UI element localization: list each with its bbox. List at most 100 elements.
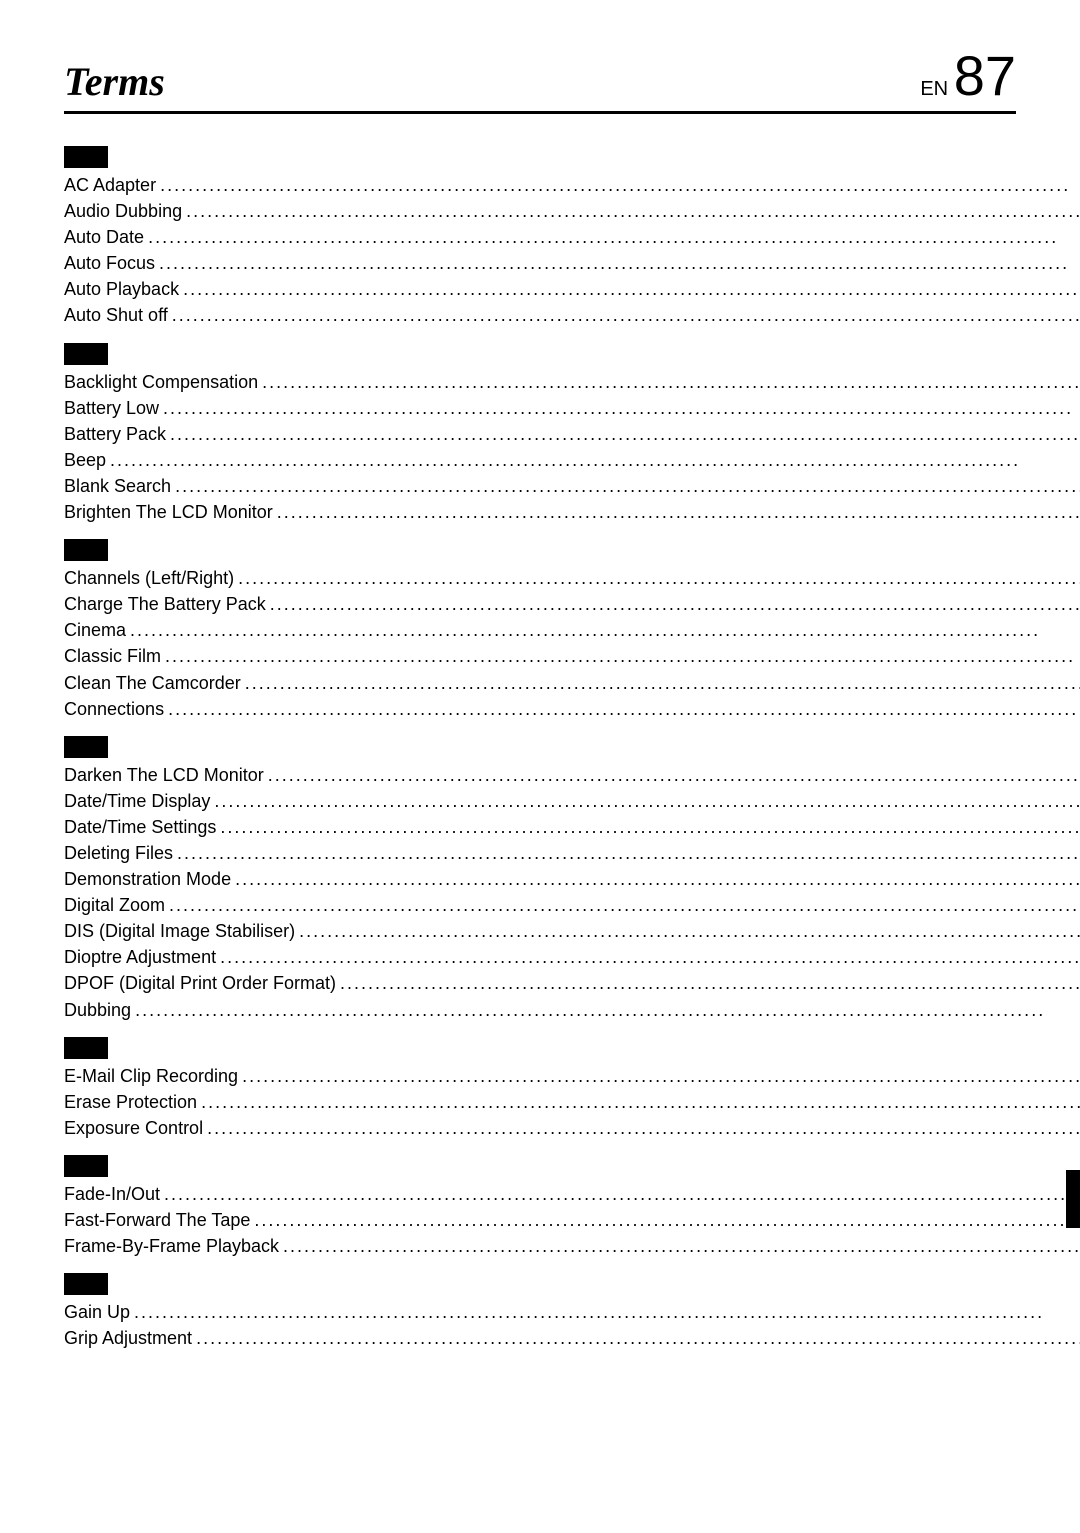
index-term: Deleting Files: [64, 840, 173, 866]
index-row: Battery Packpg. 8, 9, 75: [64, 421, 1080, 447]
dot-leader: [110, 447, 1080, 473]
index-term: Frame-By-Frame Playback: [64, 1233, 279, 1259]
dot-leader: [135, 997, 1080, 1023]
page-title: Terms: [64, 58, 165, 105]
index-term: Auto Date: [64, 224, 144, 250]
index-term: DIS (Digital Image Stabiliser): [64, 918, 295, 944]
dot-leader: [299, 918, 1080, 944]
index-row: Frame-By-Frame Playbackpg. 21, 56: [64, 1233, 1080, 1259]
index-row: Auto Playbackpg. 28: [64, 276, 1080, 302]
index-term: Clean The Camcorder: [64, 670, 241, 696]
dot-leader: [207, 1115, 1080, 1141]
index-row: Digital Zoompg. 18, 47: [64, 892, 1080, 918]
dot-leader: [172, 302, 1080, 328]
section-marker: [64, 1273, 108, 1295]
section-marker: [64, 1037, 108, 1059]
index-term: Fast-Forward The Tape: [64, 1207, 250, 1233]
index-row: Date/Time Settingspg. 11: [64, 814, 1080, 840]
dot-leader: [262, 369, 1080, 395]
dot-leader: [277, 499, 1080, 525]
index-row: DIS (Digital Image Stabiliser)pg. 47: [64, 918, 1080, 944]
index-term: Date/Time Settings: [64, 814, 216, 840]
index-row: Clean The Camcorderpg. 74: [64, 670, 1080, 696]
dot-leader: [270, 591, 1080, 617]
index-term: Charge The Battery Pack: [64, 591, 266, 617]
index-row: Auto Datepg. 49: [64, 224, 1080, 250]
index-term: Audio Dubbing: [64, 198, 182, 224]
dot-leader: [268, 762, 1080, 788]
index-row: Battery Lowpg. 85: [64, 395, 1080, 421]
index-row: Erase Protectionpg. 12: [64, 1089, 1080, 1115]
index-row: Grip Adjustmentpg. 10: [64, 1325, 1080, 1351]
section-marker: [64, 1155, 108, 1177]
page-number: EN 87: [920, 48, 1016, 104]
dot-leader: [235, 866, 1080, 892]
index-term: Dubbing: [64, 997, 131, 1023]
page-lang: EN: [920, 78, 948, 100]
index-term: AC Adapter: [64, 172, 156, 198]
dot-leader: [220, 944, 1080, 970]
index-row: Demonstration Modepg. 6, 49: [64, 866, 1080, 892]
index-row: Fast-Forward The Tapepg. 21: [64, 1207, 1080, 1233]
index-column-left: AC Adapterpg. 8, 9Audio Dubbingpg. 63Aut…: [64, 132, 1080, 1375]
index-row: Channels (Left/Right)pg. 51: [64, 565, 1080, 591]
index-term: Digital Zoom: [64, 892, 165, 918]
dot-leader: [168, 696, 1080, 722]
index-term: Battery Pack: [64, 421, 166, 447]
index-row: Dioptre Adjustmentpg. 10: [64, 944, 1080, 970]
index-row: E-Mail Clip Recordingpg. 33: [64, 1063, 1080, 1089]
index-row: Connectionspg. 8, 9, 22, 23, 52, 59, 65: [64, 696, 1080, 722]
index-row: Cinemapg. 48: [64, 617, 1080, 643]
index-row: Audio Dubbingpg. 63: [64, 198, 1080, 224]
dot-leader: [177, 840, 1080, 866]
dot-leader: [159, 250, 1080, 276]
dot-leader: [165, 643, 1080, 669]
dot-leader: [148, 224, 1080, 250]
index-row: Auto Focuspg. 43: [64, 250, 1080, 276]
index-term: DPOF (Digital Print Order Format): [64, 970, 336, 996]
dot-leader: [238, 565, 1080, 591]
dot-leader: [169, 892, 1080, 918]
page: Terms EN 87 AC Adapterpg. 8, 9Audio Dubb…: [0, 0, 1080, 1533]
index-term: E-Mail Clip Recording: [64, 1063, 238, 1089]
dot-leader: [163, 395, 1080, 421]
index-row: Deleting Filespg. 31: [64, 840, 1080, 866]
index-term: Beep: [64, 447, 106, 473]
index-term: Battery Low: [64, 395, 159, 421]
dot-leader: [175, 473, 1080, 499]
index-row: AC Adapterpg. 8, 9: [64, 172, 1080, 198]
index-term: Cinema: [64, 617, 126, 643]
section-marker: [64, 736, 108, 758]
index-term: Fade-In/Out: [64, 1181, 160, 1207]
index-row: Charge The Battery Packpg. 8: [64, 591, 1080, 617]
page-number-value: 87: [954, 44, 1016, 107]
dot-leader: [201, 1089, 1080, 1115]
index-term: Grip Adjustment: [64, 1325, 192, 1351]
index-row: Gain Uppg. 47: [64, 1299, 1080, 1325]
edge-tab: [1066, 1170, 1080, 1228]
dot-leader: [160, 172, 1080, 198]
index-term: Connections: [64, 696, 164, 722]
index-row: Fade-In/Outpg. 40, 41: [64, 1181, 1080, 1207]
index-row: Classic Filmpg. 39: [64, 643, 1080, 669]
dot-leader: [245, 670, 1080, 696]
dot-leader: [183, 276, 1080, 302]
dot-leader: [220, 814, 1080, 840]
index-columns: AC Adapterpg. 8, 9Audio Dubbingpg. 63Aut…: [64, 132, 1016, 1375]
section-marker: [64, 539, 108, 561]
dot-leader: [254, 1207, 1080, 1233]
index-term: Auto Focus: [64, 250, 155, 276]
dot-leader: [170, 421, 1080, 447]
index-term: Dioptre Adjustment: [64, 944, 216, 970]
dot-leader: [214, 788, 1080, 814]
index-term: Auto Playback: [64, 276, 179, 302]
dot-leader: [196, 1325, 1080, 1351]
index-term: Channels (Left/Right): [64, 565, 234, 591]
dot-leader: [134, 1299, 1080, 1325]
index-row: Exposure Controlpg. 44: [64, 1115, 1080, 1141]
dot-leader: [340, 970, 1080, 996]
index-term: Classic Film: [64, 643, 161, 669]
index-term: Darken The LCD Monitor: [64, 762, 264, 788]
index-row: Beeppg. 48: [64, 447, 1080, 473]
index-term: Blank Search: [64, 473, 171, 499]
